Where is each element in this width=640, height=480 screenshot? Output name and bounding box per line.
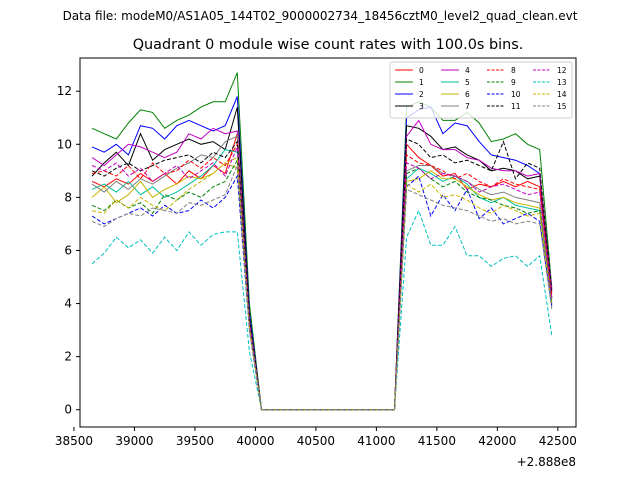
y-tick-label: 4 bbox=[64, 297, 72, 311]
legend-label-12: 12 bbox=[557, 66, 567, 75]
legend-label-2: 2 bbox=[419, 90, 424, 99]
legend-label-11: 11 bbox=[511, 102, 521, 111]
series-line-7 bbox=[91, 135, 553, 411]
x-tick-label: 42000 bbox=[478, 434, 516, 448]
series-line-8 bbox=[91, 142, 553, 411]
series-line-12 bbox=[91, 146, 553, 411]
y-tick-label: 10 bbox=[57, 137, 72, 151]
series-line-9 bbox=[91, 158, 553, 411]
y-tick-label: 2 bbox=[64, 350, 72, 364]
x-tick-label: 39500 bbox=[176, 434, 214, 448]
legend-label-10: 10 bbox=[511, 90, 521, 99]
y-tick-label: 0 bbox=[64, 403, 72, 417]
series-line-2 bbox=[91, 96, 553, 411]
series-line-15 bbox=[91, 165, 553, 411]
legend-label-13: 13 bbox=[557, 78, 567, 87]
legend-label-3: 3 bbox=[419, 102, 424, 111]
series-group bbox=[91, 72, 553, 411]
legend-label-9: 9 bbox=[511, 78, 516, 87]
suptitle: Data file: modeM0/AS1A05_144T02_90000027… bbox=[63, 9, 578, 23]
series-line-0 bbox=[91, 133, 553, 411]
x-tick-label: 38500 bbox=[55, 434, 93, 448]
x-tick-label: 40500 bbox=[297, 434, 335, 448]
x-tick-label: 41000 bbox=[357, 434, 395, 448]
y-axis: 0 2 4 6 8 10 12 bbox=[57, 84, 80, 417]
legend-label-6: 6 bbox=[465, 90, 470, 99]
y-tick-label: 12 bbox=[57, 84, 72, 98]
series-line-10 bbox=[91, 174, 553, 411]
series-line-11 bbox=[91, 138, 553, 411]
legend-label-1: 1 bbox=[419, 78, 424, 87]
x-axis: 38500 39000 39500 40000 40500 41000 41500 42000… bbox=[55, 427, 577, 448]
x-tick-label: 39000 bbox=[115, 434, 153, 448]
legend-label-5: 5 bbox=[465, 78, 470, 87]
legend-label-15: 15 bbox=[557, 102, 567, 111]
x-tick-label: 40000 bbox=[236, 434, 274, 448]
series-line-6 bbox=[91, 162, 553, 411]
y-tick-label: 6 bbox=[64, 243, 72, 257]
x-tick-label: 42500 bbox=[539, 434, 577, 448]
x-offset-label: +2.888e8 bbox=[517, 455, 576, 469]
legend-label-8: 8 bbox=[511, 66, 516, 75]
legend-label-0: 0 bbox=[419, 66, 424, 75]
legend-box bbox=[389, 61, 573, 119]
chart-title: Quadrant 0 module wise count rates with … bbox=[133, 37, 524, 53]
legend-label-7: 7 bbox=[465, 102, 470, 111]
y-tick-label: 8 bbox=[64, 190, 72, 204]
plot-frame bbox=[79, 57, 577, 428]
x-tick-label: 41500 bbox=[418, 434, 456, 448]
legend-label-14: 14 bbox=[557, 90, 567, 99]
series-line-13 bbox=[91, 209, 553, 411]
series-line-5 bbox=[91, 149, 553, 411]
series-line-1 bbox=[91, 72, 553, 411]
legend-label-4: 4 bbox=[465, 66, 470, 75]
series-line-14 bbox=[91, 156, 553, 411]
